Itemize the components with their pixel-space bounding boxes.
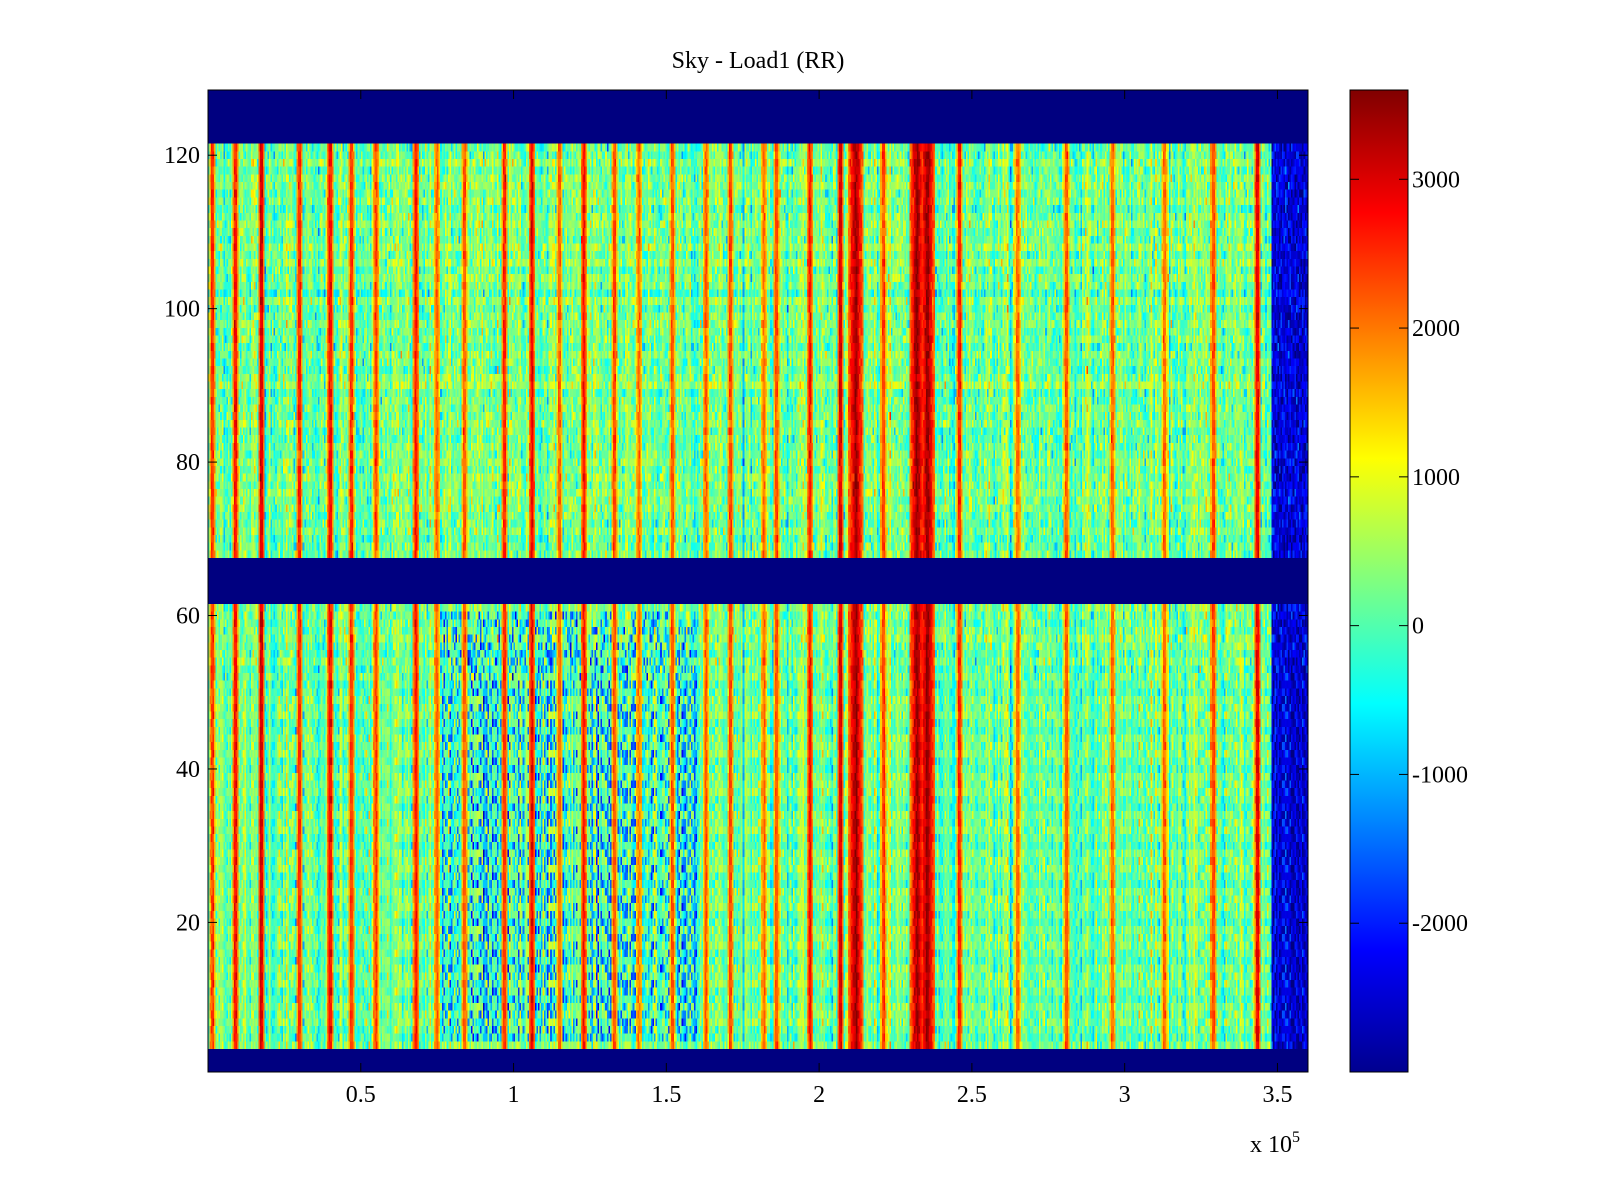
colorbar-tick-label: -1000 xyxy=(1412,762,1468,788)
y-tick-label: 20 xyxy=(176,910,200,936)
heatmap-image xyxy=(208,90,1308,1072)
colorbar-tick-label: 1000 xyxy=(1412,465,1460,491)
colorbar-tick-label: 3000 xyxy=(1412,167,1460,193)
colorbar-tick-label: -2000 xyxy=(1412,911,1468,937)
y-tick-label: 100 xyxy=(164,297,200,323)
x-tick-label: 2.5 xyxy=(957,1082,987,1108)
x-tick-label: 3.5 xyxy=(1262,1082,1292,1108)
colorbar: 3000 2000 1000 0 -1000 -2000 xyxy=(1349,89,1468,1073)
x-tick-label: 2 xyxy=(813,1082,825,1108)
y-tick-label: 80 xyxy=(176,450,200,476)
x-tick-label: 3 xyxy=(1119,1082,1131,1108)
x-axis-exponent-label: x 105 xyxy=(1250,1129,1300,1158)
y-tick-label: 120 xyxy=(164,143,200,169)
chart-title: Sky - Load1 (RR) xyxy=(672,48,845,74)
colorbar-scale xyxy=(1349,89,1409,1073)
x-tick-label: 1.5 xyxy=(651,1082,681,1108)
x-exponent-base: x 10 xyxy=(1250,1132,1292,1158)
y-tick-label: 60 xyxy=(176,604,200,630)
x-tick-label: 1 xyxy=(508,1082,520,1108)
colorbar-tick-label: 2000 xyxy=(1412,316,1460,342)
x-axis: 0.5 1 1.5 2 2.5 3 3.5 xyxy=(346,90,1292,1108)
plot-frame xyxy=(207,89,1309,1073)
y-axis: 20 40 60 80 100 120 xyxy=(164,143,1308,936)
colorbar-ticks: 3000 2000 1000 0 -1000 -2000 xyxy=(1350,167,1468,937)
y-tick-label: 40 xyxy=(176,757,200,783)
colorbar-tick-label: 0 xyxy=(1412,614,1424,640)
x-tick-label: 0.5 xyxy=(346,1082,376,1108)
heatmap-plot-area xyxy=(208,90,1308,1072)
x-exponent-power: 5 xyxy=(1292,1129,1300,1146)
